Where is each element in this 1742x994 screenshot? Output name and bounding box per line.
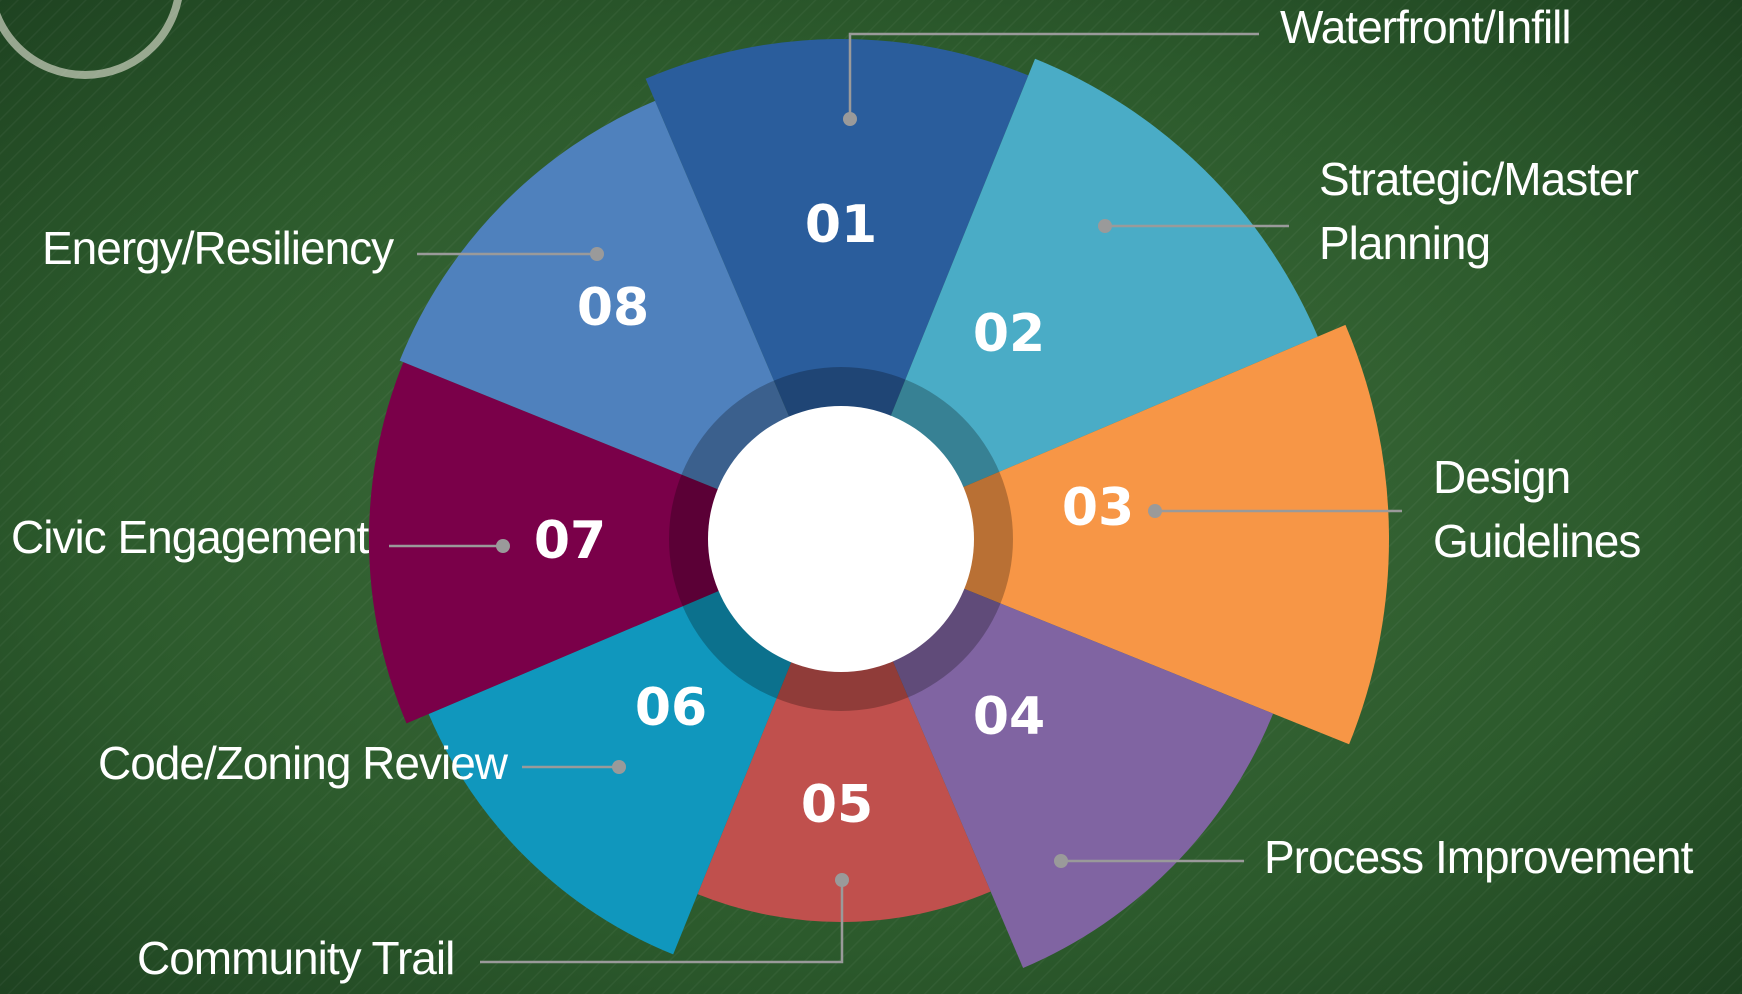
segment-number: 03 [1062,478,1134,538]
segment-label: Planning [1319,217,1490,269]
segment-number: 07 [534,511,606,571]
segment-label: Design [1433,451,1570,503]
leader-dot [835,873,849,887]
leader-dot [612,760,626,774]
segment-number: 08 [577,278,649,338]
leader-dot [1148,504,1162,518]
segment-label: Process Improvement [1264,831,1694,883]
center-circle [708,406,974,672]
segment-label: Civic Engagement [11,511,370,563]
segment-label: Guidelines [1433,515,1640,567]
segment-label: Waterfront/Infill [1280,1,1571,53]
segment-label: Energy/Resiliency [42,222,394,274]
segment-number: 05 [801,775,873,835]
segment-label: Code/Zoning Review [98,737,509,789]
leader-dot [590,247,604,261]
segment-number: 06 [635,678,707,738]
infographic: 01 Waterfront/Infill 02 Strategic/Master Pla… [0,0,1742,994]
segment-label: Strategic/Master [1319,153,1639,205]
leader-dot [496,539,510,553]
leader-dot [1098,219,1112,233]
leader-dot [1054,854,1068,868]
segment-label: Community Trail [137,932,454,984]
segment-number: 04 [973,687,1045,747]
segment-number: 01 [805,195,877,255]
segment-number: 02 [973,304,1045,364]
leader-dot [843,112,857,126]
